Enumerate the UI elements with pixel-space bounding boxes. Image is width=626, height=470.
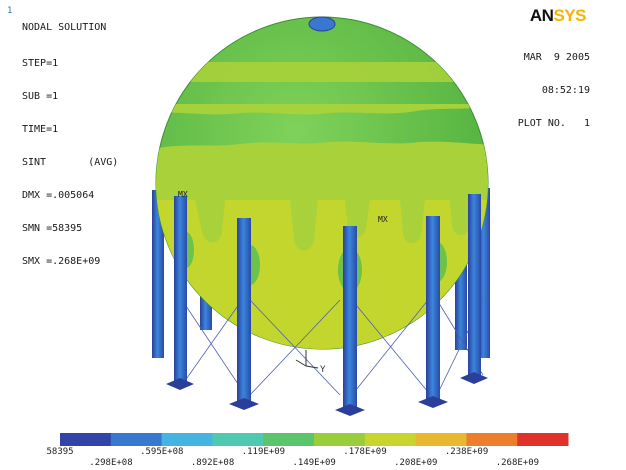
front-legs (166, 194, 488, 416)
stress-band-2 (156, 104, 488, 115)
leg-front-1 (174, 196, 187, 386)
legend-swatch (415, 433, 467, 446)
solution-stats: STEP=1 SUB =1 TIME=1 SINT (AVG) DMX =.00… (22, 36, 118, 289)
stress-band-1 (156, 62, 488, 82)
drip-2 (290, 200, 318, 251)
legend-swatch (314, 433, 366, 446)
legend-swatch (517, 433, 569, 446)
plot-number: PLOT NO. 1 (517, 118, 590, 129)
legend-swatch (60, 433, 112, 446)
max-marker-right: MX (378, 215, 388, 224)
legend-swatch (212, 433, 264, 446)
legend-label: .892E+08 (190, 458, 235, 468)
legend-swatch (466, 433, 518, 446)
plot-meta: MAR 9 2005 08:52:19 PLOT NO. 1 (518, 30, 590, 151)
leg-front-5 (468, 194, 481, 380)
leg-back-1 (152, 190, 164, 358)
stat-dmx: DMX =.005064 (22, 190, 95, 201)
plot-title: NODAL SOLUTION (22, 22, 107, 33)
legend-swatch (364, 433, 417, 446)
ansys-logo: ANSYS (529, 6, 587, 25)
stat-sint: SINT (AVG) (22, 157, 119, 168)
leg-front-2 (237, 218, 251, 406)
legend-swatch (110, 433, 163, 446)
plot-time: 08:52:19 (541, 85, 590, 96)
legend-label: 58395 (46, 447, 74, 457)
stat-smx: SMX =.268E+09 (22, 256, 101, 267)
legend-label: .149E+09 (292, 458, 336, 468)
stat-smn: SMN =58395 (22, 223, 83, 234)
stress-band-3 (156, 141, 488, 200)
legend-label: .178E+09 (343, 447, 387, 457)
stat-step: STEP=1 (22, 58, 59, 69)
leg-front-4 (426, 216, 440, 404)
stat-sub: SUB =1 (22, 91, 59, 102)
max-marker-left: MX (178, 190, 188, 199)
legend-label: .208E+09 (394, 458, 438, 468)
window-number: 1 (7, 6, 13, 16)
top-nozzle (308, 16, 336, 32)
stat-time: TIME=1 (22, 124, 59, 135)
plot-date: MAR 9 2005 (523, 52, 590, 63)
axis-y-label: Y (320, 365, 326, 375)
legend-label: .595E+08 (140, 447, 184, 457)
drip-1 (195, 200, 225, 243)
legend-label: .298E+08 (89, 458, 133, 468)
legend-swatch (263, 433, 315, 446)
legend-label: .119E+09 (241, 447, 286, 457)
cross-bracing (181, 299, 484, 396)
legend-label: .268E+09 (495, 458, 540, 468)
drip-4 (400, 200, 425, 243)
legend-label: .238E+09 (444, 447, 489, 457)
leg-front-3 (343, 226, 357, 412)
axis-triad (295, 350, 319, 369)
legend-swatch (161, 433, 213, 446)
